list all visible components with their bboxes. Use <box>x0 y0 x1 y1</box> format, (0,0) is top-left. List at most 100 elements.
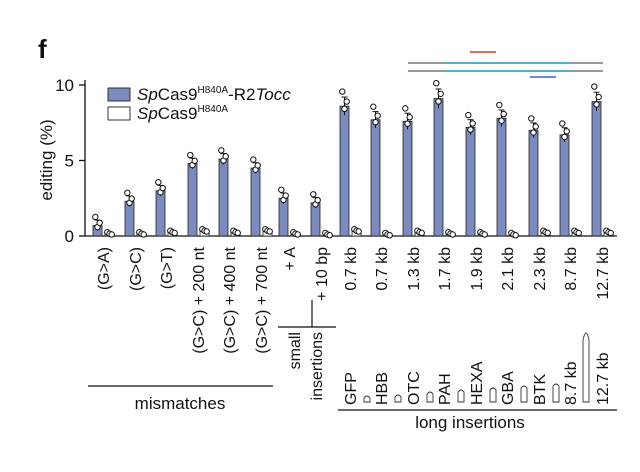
bars <box>92 80 614 239</box>
data-point <box>532 123 539 130</box>
gene-label: GBA <box>500 371 517 405</box>
x-tick-label: (G>C) + 700 nt <box>254 246 271 353</box>
data-point <box>282 192 289 199</box>
data-point <box>374 112 381 119</box>
insert-length-glyph <box>582 332 590 403</box>
bar-edited <box>370 119 381 237</box>
data-point <box>372 118 379 126</box>
x-tick-label: + 10 bp <box>314 247 331 301</box>
data-point <box>500 110 507 118</box>
data-point <box>218 147 225 154</box>
data-point <box>108 231 115 238</box>
data-point <box>530 129 537 136</box>
x-tick-label: 1.9 kb <box>469 247 486 291</box>
bar-edited <box>402 120 413 237</box>
gene-label: HBB <box>374 372 391 405</box>
bar-edited <box>496 117 507 237</box>
bar-edited <box>591 101 602 237</box>
y-tick-label: 0 <box>65 227 74 246</box>
data-point <box>496 101 503 109</box>
data-point <box>449 231 456 238</box>
legend-base: Cas9 <box>158 85 198 104</box>
x-tick-labels: (G>A) (G>C) (G>T) (G>C) + 200 nt (G>C) + 400… <box>96 246 612 353</box>
bar-edited <box>339 105 350 237</box>
data-point <box>355 228 362 235</box>
data-point <box>92 213 99 221</box>
data-point <box>595 93 602 101</box>
x-tick-label: (G>C) + 400 nt <box>222 246 239 353</box>
legend-label: SpCas9H840A-R2Tocc <box>137 85 291 104</box>
gene-labels: GFP HBB OTC PAH HEXA GBA BTK 8.7 kb 12.7 kb <box>343 332 612 405</box>
data-point <box>159 184 166 192</box>
data-point <box>607 229 614 237</box>
gene-label: GFP <box>343 372 360 405</box>
bar-edited <box>559 134 570 237</box>
data-point <box>171 229 178 237</box>
data-point <box>370 103 377 110</box>
x-tick-label: (G>A) <box>96 247 113 290</box>
insert-length-glyph <box>520 385 528 403</box>
gene-label: BTK <box>532 374 549 405</box>
group-label: mismatches <box>135 394 226 413</box>
insert-length-glyph <box>457 389 465 403</box>
x-tick-label: (G>T) <box>159 247 176 289</box>
data-point <box>155 179 162 186</box>
x-tick-label: (G>C) + 200 nt <box>191 246 208 353</box>
group-label-word: insertions <box>309 332 326 400</box>
legend-prefix: Sp <box>137 85 158 104</box>
data-point <box>254 162 261 169</box>
data-point <box>128 195 135 202</box>
data-point <box>191 157 198 165</box>
data-point <box>386 232 393 239</box>
data-point <box>544 229 551 237</box>
group-label: long insertions <box>415 413 525 432</box>
data-point <box>404 120 411 127</box>
legend-swatch <box>107 106 131 121</box>
insert-length-glyph <box>489 387 497 403</box>
gene-label: 12.7 kb <box>595 352 612 405</box>
data-point <box>341 105 348 113</box>
x-tick-label: 0.7 kb <box>343 247 360 291</box>
gene-label: PAH <box>437 373 454 405</box>
gene-label: 8.7 kb <box>563 361 580 405</box>
data-point <box>250 156 257 163</box>
data-point <box>96 219 103 226</box>
data-point <box>498 117 505 124</box>
bar-edited <box>218 158 229 237</box>
group-label-word: small <box>287 332 304 369</box>
insert-length-glyph <box>363 395 371 403</box>
data-point <box>343 98 350 105</box>
y-tick-label: 10 <box>55 76 74 95</box>
data-point <box>593 101 600 108</box>
data-point <box>591 83 598 90</box>
bar-edited <box>187 163 198 237</box>
data-point <box>433 80 440 87</box>
legend-suffix-italic: Tocc <box>255 85 291 104</box>
data-point <box>406 114 413 121</box>
data-point <box>222 153 229 160</box>
bar-edited <box>278 197 289 237</box>
data-point <box>234 229 241 237</box>
insert-length-glyph <box>552 383 560 403</box>
data-point <box>278 186 285 193</box>
bar-edited <box>528 129 539 237</box>
x-tick-label: 1.7 kb <box>437 247 454 291</box>
bar-edited <box>465 126 476 237</box>
x-tick-label: 2.1 kb <box>500 247 517 291</box>
bar-edited <box>250 167 261 237</box>
bar-edited <box>433 98 444 237</box>
group-labels: mismatches small insertions long insertions <box>88 300 617 432</box>
data-point <box>124 189 131 197</box>
panel-label: f <box>38 34 47 64</box>
bar-edited <box>155 190 166 237</box>
x-tick-label: 1.3 kb <box>406 247 423 291</box>
data-point <box>187 151 194 159</box>
data-point <box>339 88 346 95</box>
x-tick-label: 2.3 kb <box>532 247 549 291</box>
data-point <box>512 232 519 239</box>
legend-sup: H840A <box>197 85 228 96</box>
gene-label: HEXA <box>469 361 486 405</box>
y-axis: 0 5 10 <box>55 76 617 246</box>
